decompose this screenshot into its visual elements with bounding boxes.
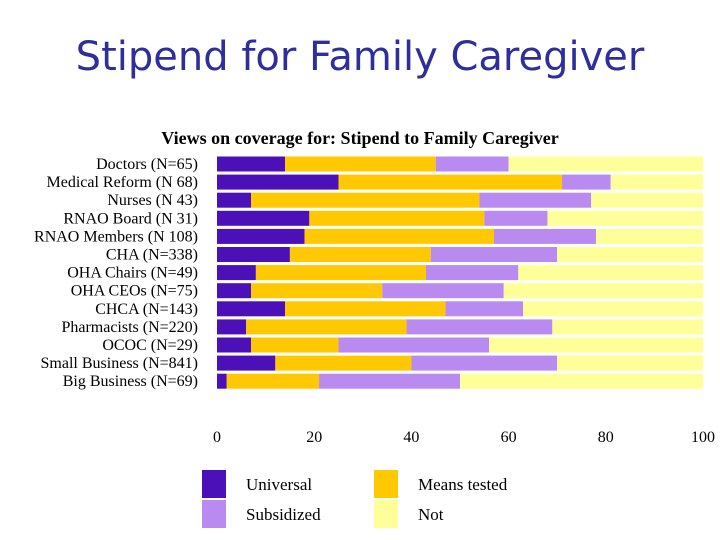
bar-segment-means-tested: [338, 174, 563, 190]
bar-segment-not: [508, 156, 703, 172]
x-tick-label: 20: [306, 429, 322, 446]
x-tick-label: 60: [501, 429, 517, 446]
bar-segment-means-tested: [285, 301, 446, 317]
bar-segment-means-tested: [289, 247, 431, 262]
bar-segment-subsidized: [484, 210, 548, 226]
category-label: Big Business (N=69): [63, 373, 198, 390]
bar-segment-subsidized: [494, 228, 597, 244]
bar-segment-not: [518, 265, 703, 281]
category-labels: Doctors (N=65)Medical Reform (N 68)Nurse…: [34, 156, 198, 390]
legend-label: Subsidized: [246, 505, 321, 524]
category-label: CHCA (N=143): [95, 301, 198, 318]
bar-segment-not: [489, 337, 703, 353]
legend-swatch-subsidized: [202, 500, 226, 528]
bar-segment-subsidized: [562, 174, 611, 190]
bar-segment-subsidized: [338, 337, 490, 353]
bar-segment-not: [591, 192, 703, 208]
bar-segment-means-tested: [251, 283, 383, 299]
bar-segment-universal: [217, 301, 286, 317]
bar-segment-not: [557, 355, 703, 371]
bar-segment-means-tested: [304, 228, 495, 244]
bar-segment-not: [523, 301, 703, 317]
bar-segment-universal: [217, 355, 276, 371]
bar-segment-universal: [217, 247, 290, 262]
bar-segment-means-tested: [255, 265, 426, 281]
x-tick-label: 100: [691, 429, 715, 446]
bar-segment-subsidized: [382, 283, 504, 299]
legend-swatch-universal: [202, 470, 226, 498]
bar-segment-not: [557, 247, 703, 262]
chart-title: Views on coverage for: Stipend to Family…: [161, 128, 558, 148]
slide-title: Stipend for Family Caregiver: [75, 34, 645, 80]
bar-segment-not: [552, 319, 703, 335]
bar-segment-universal: [217, 174, 339, 190]
bar-segment-means-tested: [275, 355, 412, 371]
bar-segment-subsidized: [479, 192, 592, 208]
bar-segment-means-tested: [251, 192, 480, 208]
bar-segment-means-tested: [226, 373, 320, 389]
category-label: Small Business (N=841): [41, 355, 198, 372]
category-label: OHA CEOs (N=75): [71, 283, 198, 300]
bar-segment-universal: [217, 319, 247, 335]
category-label: Pharmacists (N=220): [61, 319, 198, 336]
bar-segment-not: [460, 373, 703, 389]
bar-segment-means-tested: [246, 319, 407, 335]
category-label: OCOC (N=29): [102, 337, 198, 354]
category-label: RNAO Members (N 108): [34, 228, 198, 245]
legend-label: Means tested: [418, 475, 508, 494]
bars-layer: [217, 156, 703, 389]
bar-segment-universal: [217, 265, 256, 281]
legend: Universal Means tested Subsidized Not: [202, 470, 508, 528]
bar-segment-subsidized: [425, 265, 519, 281]
bar-segment-means-tested: [309, 210, 485, 226]
bar-segment-universal: [217, 156, 286, 172]
bar-segment-subsidized: [406, 319, 553, 335]
bar-segment-not: [596, 228, 703, 244]
legend-label: Not: [418, 505, 444, 524]
bar-segment-not: [610, 174, 703, 190]
legend-swatch-means-tested: [374, 470, 398, 498]
category-label: CHA (N=338): [106, 247, 198, 264]
bar-segment-means-tested: [251, 337, 339, 353]
legend-swatch-not: [374, 500, 398, 528]
category-label: OHA Chairs (N=49): [67, 265, 198, 282]
bar-segment-universal: [217, 192, 252, 208]
x-tick-label: 40: [403, 429, 419, 446]
bar-segment-universal: [217, 337, 252, 353]
bar-segment-subsidized: [445, 301, 524, 317]
bar-segment-not: [547, 210, 703, 226]
bar-segment-subsidized: [411, 355, 558, 371]
bar-segment-universal: [217, 373, 227, 389]
bar-segment-universal: [217, 283, 252, 299]
category-label: RNAO Board (N 31): [63, 210, 198, 227]
x-tick-label: 80: [598, 429, 614, 446]
bar-segment-subsidized: [430, 247, 558, 262]
category-label: Doctors (N=65): [96, 156, 198, 173]
x-axis-ticks: 0 20 40 60 80 100: [213, 429, 715, 446]
bar-segment-means-tested: [285, 156, 436, 172]
bar-segment-subsidized: [319, 373, 460, 389]
category-label: Medical Reform (N 68): [46, 174, 198, 191]
x-tick-label: 0: [213, 429, 221, 446]
bar-segment-subsidized: [435, 156, 509, 172]
bar-segment-universal: [217, 210, 310, 226]
bar-segment-not: [503, 283, 703, 299]
category-label: Nurses (N 43): [107, 192, 198, 209]
bar-segment-universal: [217, 228, 305, 244]
legend-label: Universal: [246, 475, 312, 494]
